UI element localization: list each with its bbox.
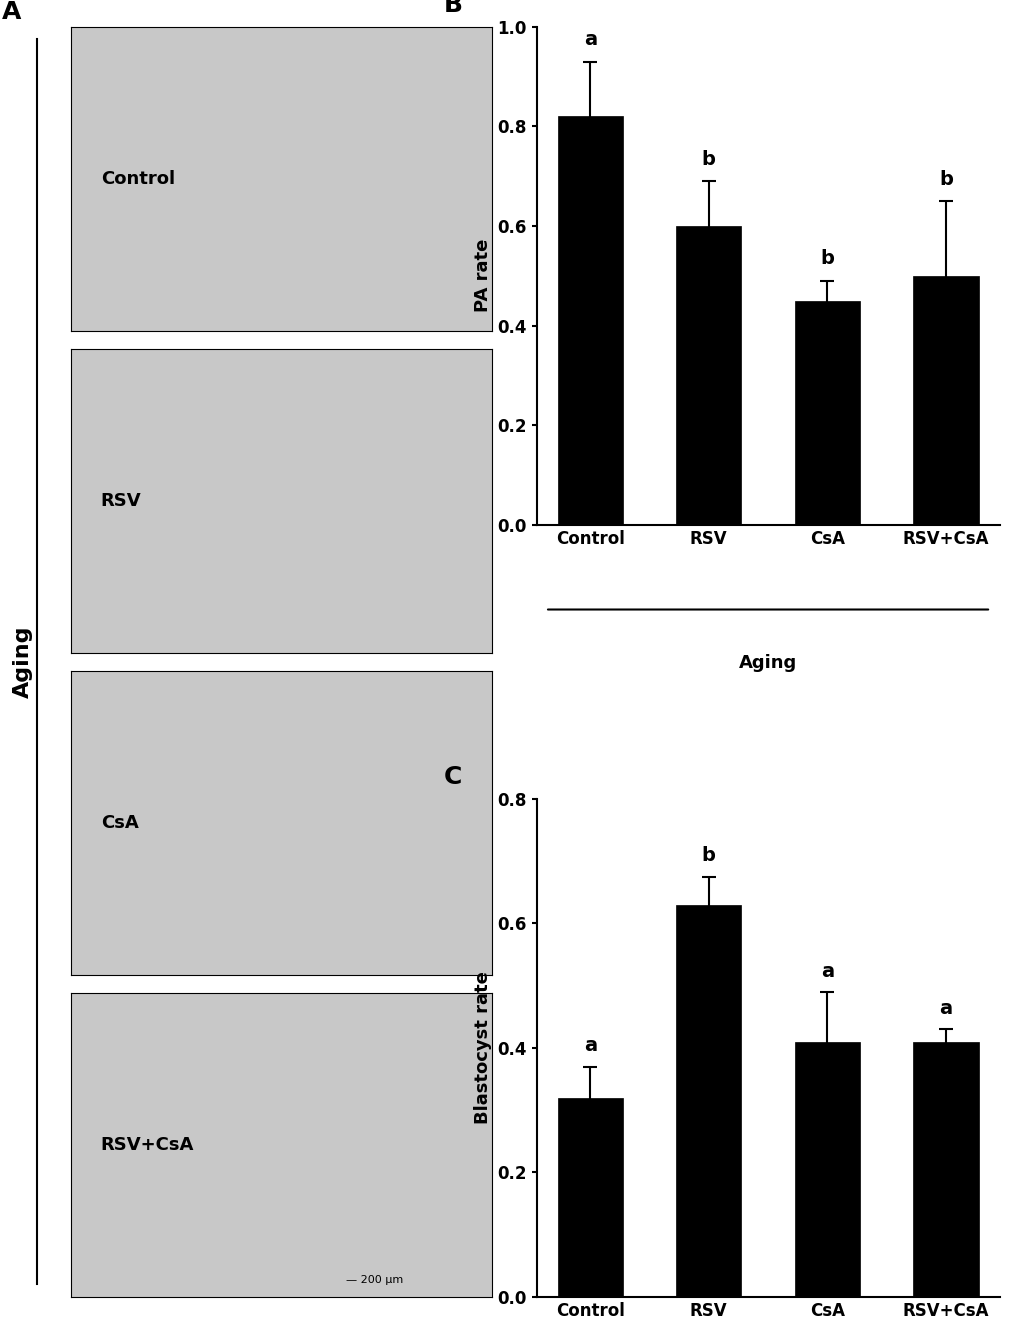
Bar [676,226,741,525]
Text: RSV: RSV [101,492,142,509]
Text: a: a [583,1036,596,1055]
Bar [557,116,623,525]
Text: Control: Control [101,170,175,187]
Bar [794,1042,859,1297]
Bar [794,301,859,525]
Text: a: a [938,999,952,1017]
Y-axis label: Blastocyst rate: Blastocyst rate [473,972,491,1124]
Bar [676,905,741,1297]
Bar [557,1098,623,1297]
Text: b: b [819,249,834,269]
Text: b: b [701,846,715,865]
Text: RSV+CsA: RSV+CsA [101,1136,194,1154]
Bar [912,1042,977,1297]
Text: — 200 μm: — 200 μm [345,1274,403,1285]
Text: a: a [820,961,834,980]
Text: A: A [1,0,20,24]
Text: a: a [583,31,596,49]
Bar [912,275,977,525]
Text: b: b [938,170,952,189]
Text: C: C [443,765,462,789]
Text: Aging: Aging [738,654,797,673]
Text: B: B [443,0,463,17]
Text: CsA: CsA [101,814,139,832]
Y-axis label: PA rate: PA rate [473,239,491,313]
Text: b: b [701,150,715,168]
Text: Aging: Aging [13,626,33,698]
